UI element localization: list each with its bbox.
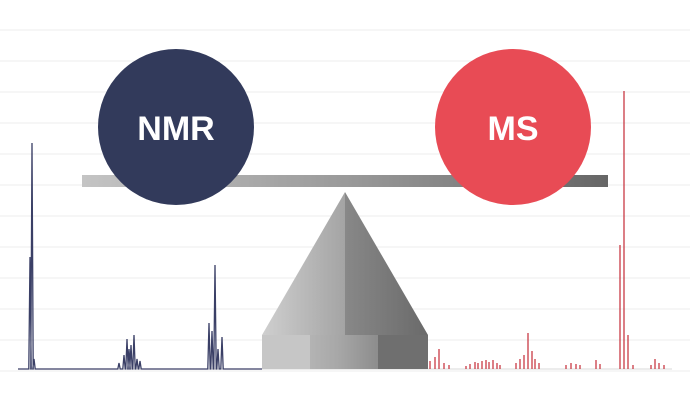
ms-spectrum (429, 91, 665, 369)
nmr-label: NMR (137, 110, 214, 148)
balance-fulcrum (262, 192, 428, 369)
nmr-circle: NMR (98, 49, 254, 205)
nmr-circle-shape (98, 49, 254, 205)
nmr-spectrum (18, 142, 262, 370)
fulcrum-base-highlight (262, 335, 310, 369)
fulcrum-right-face (345, 192, 428, 335)
nmr-spectrum-trace (18, 142, 262, 370)
ms-circle-shape (435, 49, 591, 205)
ms-label: MS (488, 110, 539, 148)
fulcrum-left-face (262, 192, 345, 335)
fulcrum-base-shadow (378, 335, 428, 369)
ms-circle: MS (435, 49, 591, 205)
